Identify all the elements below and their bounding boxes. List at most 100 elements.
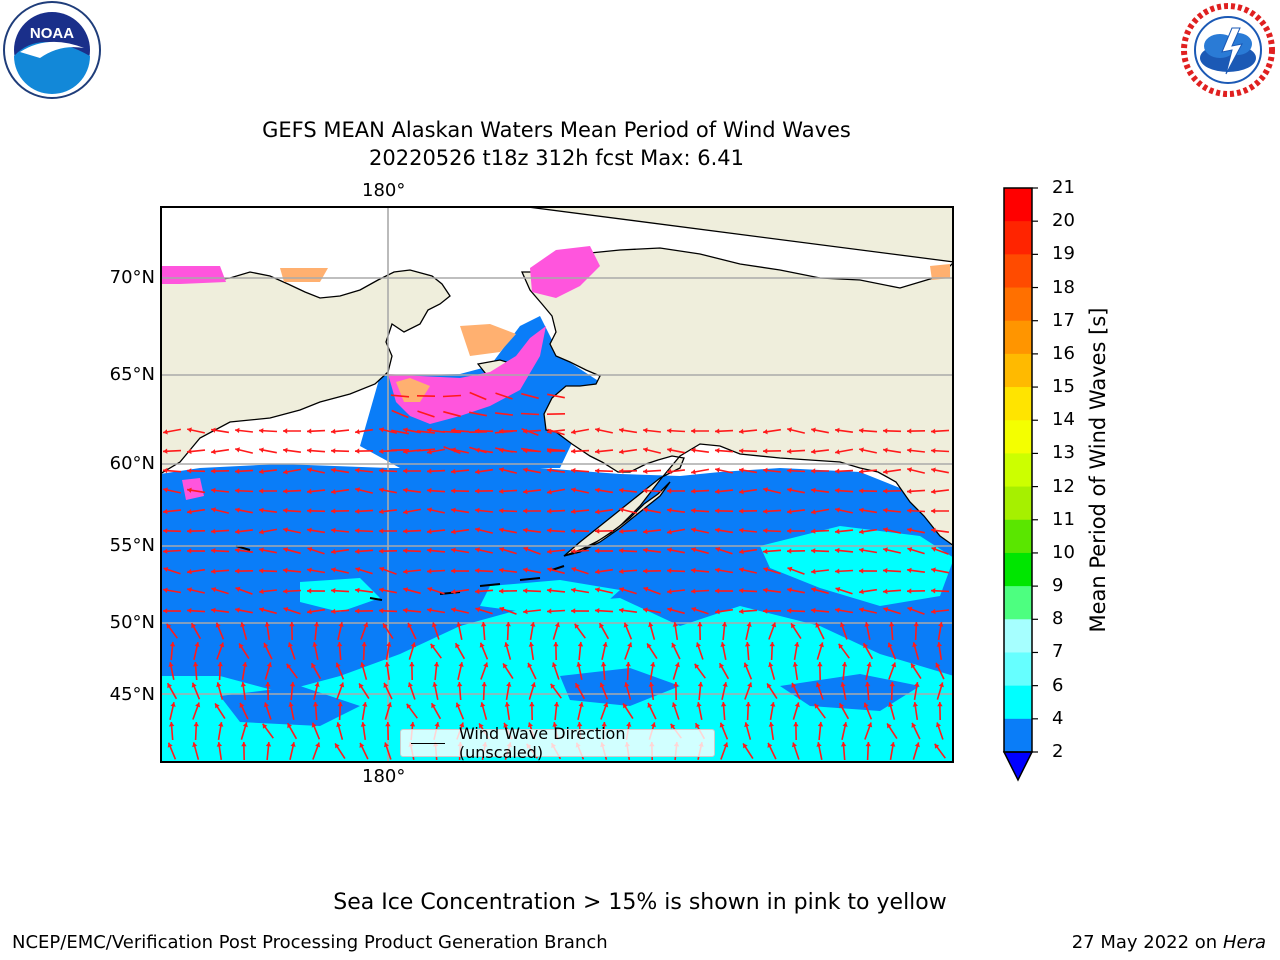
wind-wave-arrow-head (211, 528, 216, 534)
wind-wave-arrow-head (841, 662, 848, 667)
wind-wave-arrow-head (192, 742, 198, 748)
wind-wave-arrow-head (667, 488, 672, 494)
wind-wave-arrow-head (914, 742, 920, 748)
wind-wave-arrow-head (211, 548, 216, 554)
wind-wave-arrow-head (379, 427, 384, 433)
wind-wave-arrow-head (835, 607, 840, 613)
wind-wave-arrow-head (403, 427, 408, 433)
wind-wave-arrow-head (307, 428, 312, 434)
sea-ice-east (930, 264, 950, 280)
wind-wave-arrow-head (907, 447, 912, 454)
wind-wave-arrow-head (167, 683, 172, 689)
wind-wave-arrow-head (643, 568, 648, 574)
wind-wave-arrow-head (403, 509, 408, 515)
wind-wave-arrow-head (867, 722, 873, 728)
wind-wave-arrow-head (863, 702, 869, 708)
wind-wave-arrow-head (768, 722, 774, 727)
wind-wave-arrow-head (336, 642, 343, 647)
wind-wave-arrow-head (407, 622, 413, 628)
wind-wave-arrow-head (696, 702, 702, 707)
colorbar-segment (1004, 552, 1032, 587)
wind-wave-arrows (162, 391, 950, 761)
wind-wave-arrow-head (315, 742, 321, 748)
wind-wave-arrow-head (499, 547, 505, 553)
wind-wave-arrow-head (434, 722, 440, 727)
wind-wave-arrow-head (475, 607, 481, 613)
wind-wave-arrow-head (763, 429, 768, 435)
wind-wave-arrow-head (289, 622, 295, 627)
wind-wave-arrow-head (595, 587, 600, 593)
wind-wave-arrow-head (403, 587, 409, 593)
wind-wave-arrow-head (907, 428, 912, 434)
wind-wave-arrow (443, 446, 461, 454)
lat-label-70: 70°N (109, 267, 155, 288)
wind-wave-arrow-head (767, 683, 772, 689)
colorbar-segment (1004, 254, 1032, 289)
wind-wave-arrow-head (577, 642, 584, 647)
wind-wave-arrow-head (506, 682, 512, 687)
wind-wave-arrow-head (195, 702, 201, 708)
colorbar-segment (1004, 188, 1032, 222)
wind-wave-arrow-head (529, 702, 535, 707)
wind-wave-arrow-head (409, 662, 415, 667)
wind-wave-arrow-head (697, 622, 703, 627)
wind-wave-arrow-head (456, 622, 462, 627)
wind-wave-arrow-head (935, 662, 941, 668)
wave-period-zone-blue-3 (560, 668, 680, 706)
wind-wave-arrow-head (211, 507, 216, 513)
wind-wave-arrow-head (787, 548, 792, 554)
land-alaska-peninsula (563, 481, 671, 557)
wind-wave-arrow-head (619, 449, 624, 455)
wind-wave-arrow-head (360, 722, 366, 727)
wind-wave-arrow-head (811, 587, 817, 593)
wind-wave-arrow-head (307, 447, 312, 454)
wind-wave-arrow-head (650, 662, 656, 667)
wind-wave-arrow-head (623, 703, 628, 709)
sea-ice-kamchatka (182, 478, 204, 500)
wind-wave-arrow-head (338, 622, 344, 627)
wind-wave-arrow-head (163, 508, 168, 515)
wind-wave-arrow-head (913, 622, 919, 627)
wind-wave-arrow-head (763, 508, 768, 514)
wind-wave-arrow-head (691, 588, 696, 594)
wind-wave-arrow-head (571, 429, 576, 435)
colorbar-canvas (1002, 187, 1038, 782)
wind-wave-arrow-head (817, 662, 823, 667)
wind-wave-arrow-head (601, 722, 607, 727)
wind-wave-arrow-head (505, 622, 511, 627)
wind-wave-arrow (390, 394, 410, 398)
wind-wave-arrow-head (386, 642, 392, 647)
wind-wave-arrow-head (547, 527, 552, 534)
colorbar-extend-triangle (1002, 751, 1034, 782)
wind-wave-arrow-head (503, 722, 509, 728)
wind-wave-arrow-head (715, 488, 720, 495)
wind-wave-arrow-head (287, 723, 292, 729)
wind-wave-arrow-head (383, 623, 388, 629)
wind-wave-arrow-head (695, 723, 700, 729)
wind-wave-arrow-head (818, 642, 824, 648)
wind-wave-arrow-head (235, 568, 240, 574)
wind-wave-arrow-head (193, 722, 199, 727)
wind-wave-arrow-head (385, 722, 391, 727)
wind-wave-arrow-head (595, 608, 600, 614)
wind-wave-arrow-head (888, 622, 895, 627)
wind-wave-arrow-head (359, 742, 365, 748)
wind-wave-arrow-head (667, 428, 672, 434)
wind-wave-arrow-head (763, 448, 768, 454)
wind-wave-arrow-head (194, 642, 200, 647)
wind-wave-arrow-head (427, 547, 432, 554)
wind-wave-arrow-head (286, 663, 292, 669)
wind-wave-arrow-head (451, 507, 456, 513)
colorbar-tick-label: 20 (1052, 210, 1075, 232)
wind-wave-arrow-head (235, 468, 240, 474)
wind-wave-arrow-head (240, 682, 246, 687)
wind-wave-arrow-head (623, 622, 629, 628)
wind-wave-arrow-head (383, 682, 389, 688)
wind-wave-arrow-head (451, 529, 456, 535)
wind-wave-arrow-head (865, 742, 871, 747)
wind-wave-arrow-head (459, 722, 465, 728)
wind-wave-arrow-head (619, 468, 624, 474)
wind-wave-arrow-head (835, 528, 840, 535)
wind-wave-arrow-head (715, 508, 720, 514)
wind-wave-arrow-head (167, 742, 173, 748)
